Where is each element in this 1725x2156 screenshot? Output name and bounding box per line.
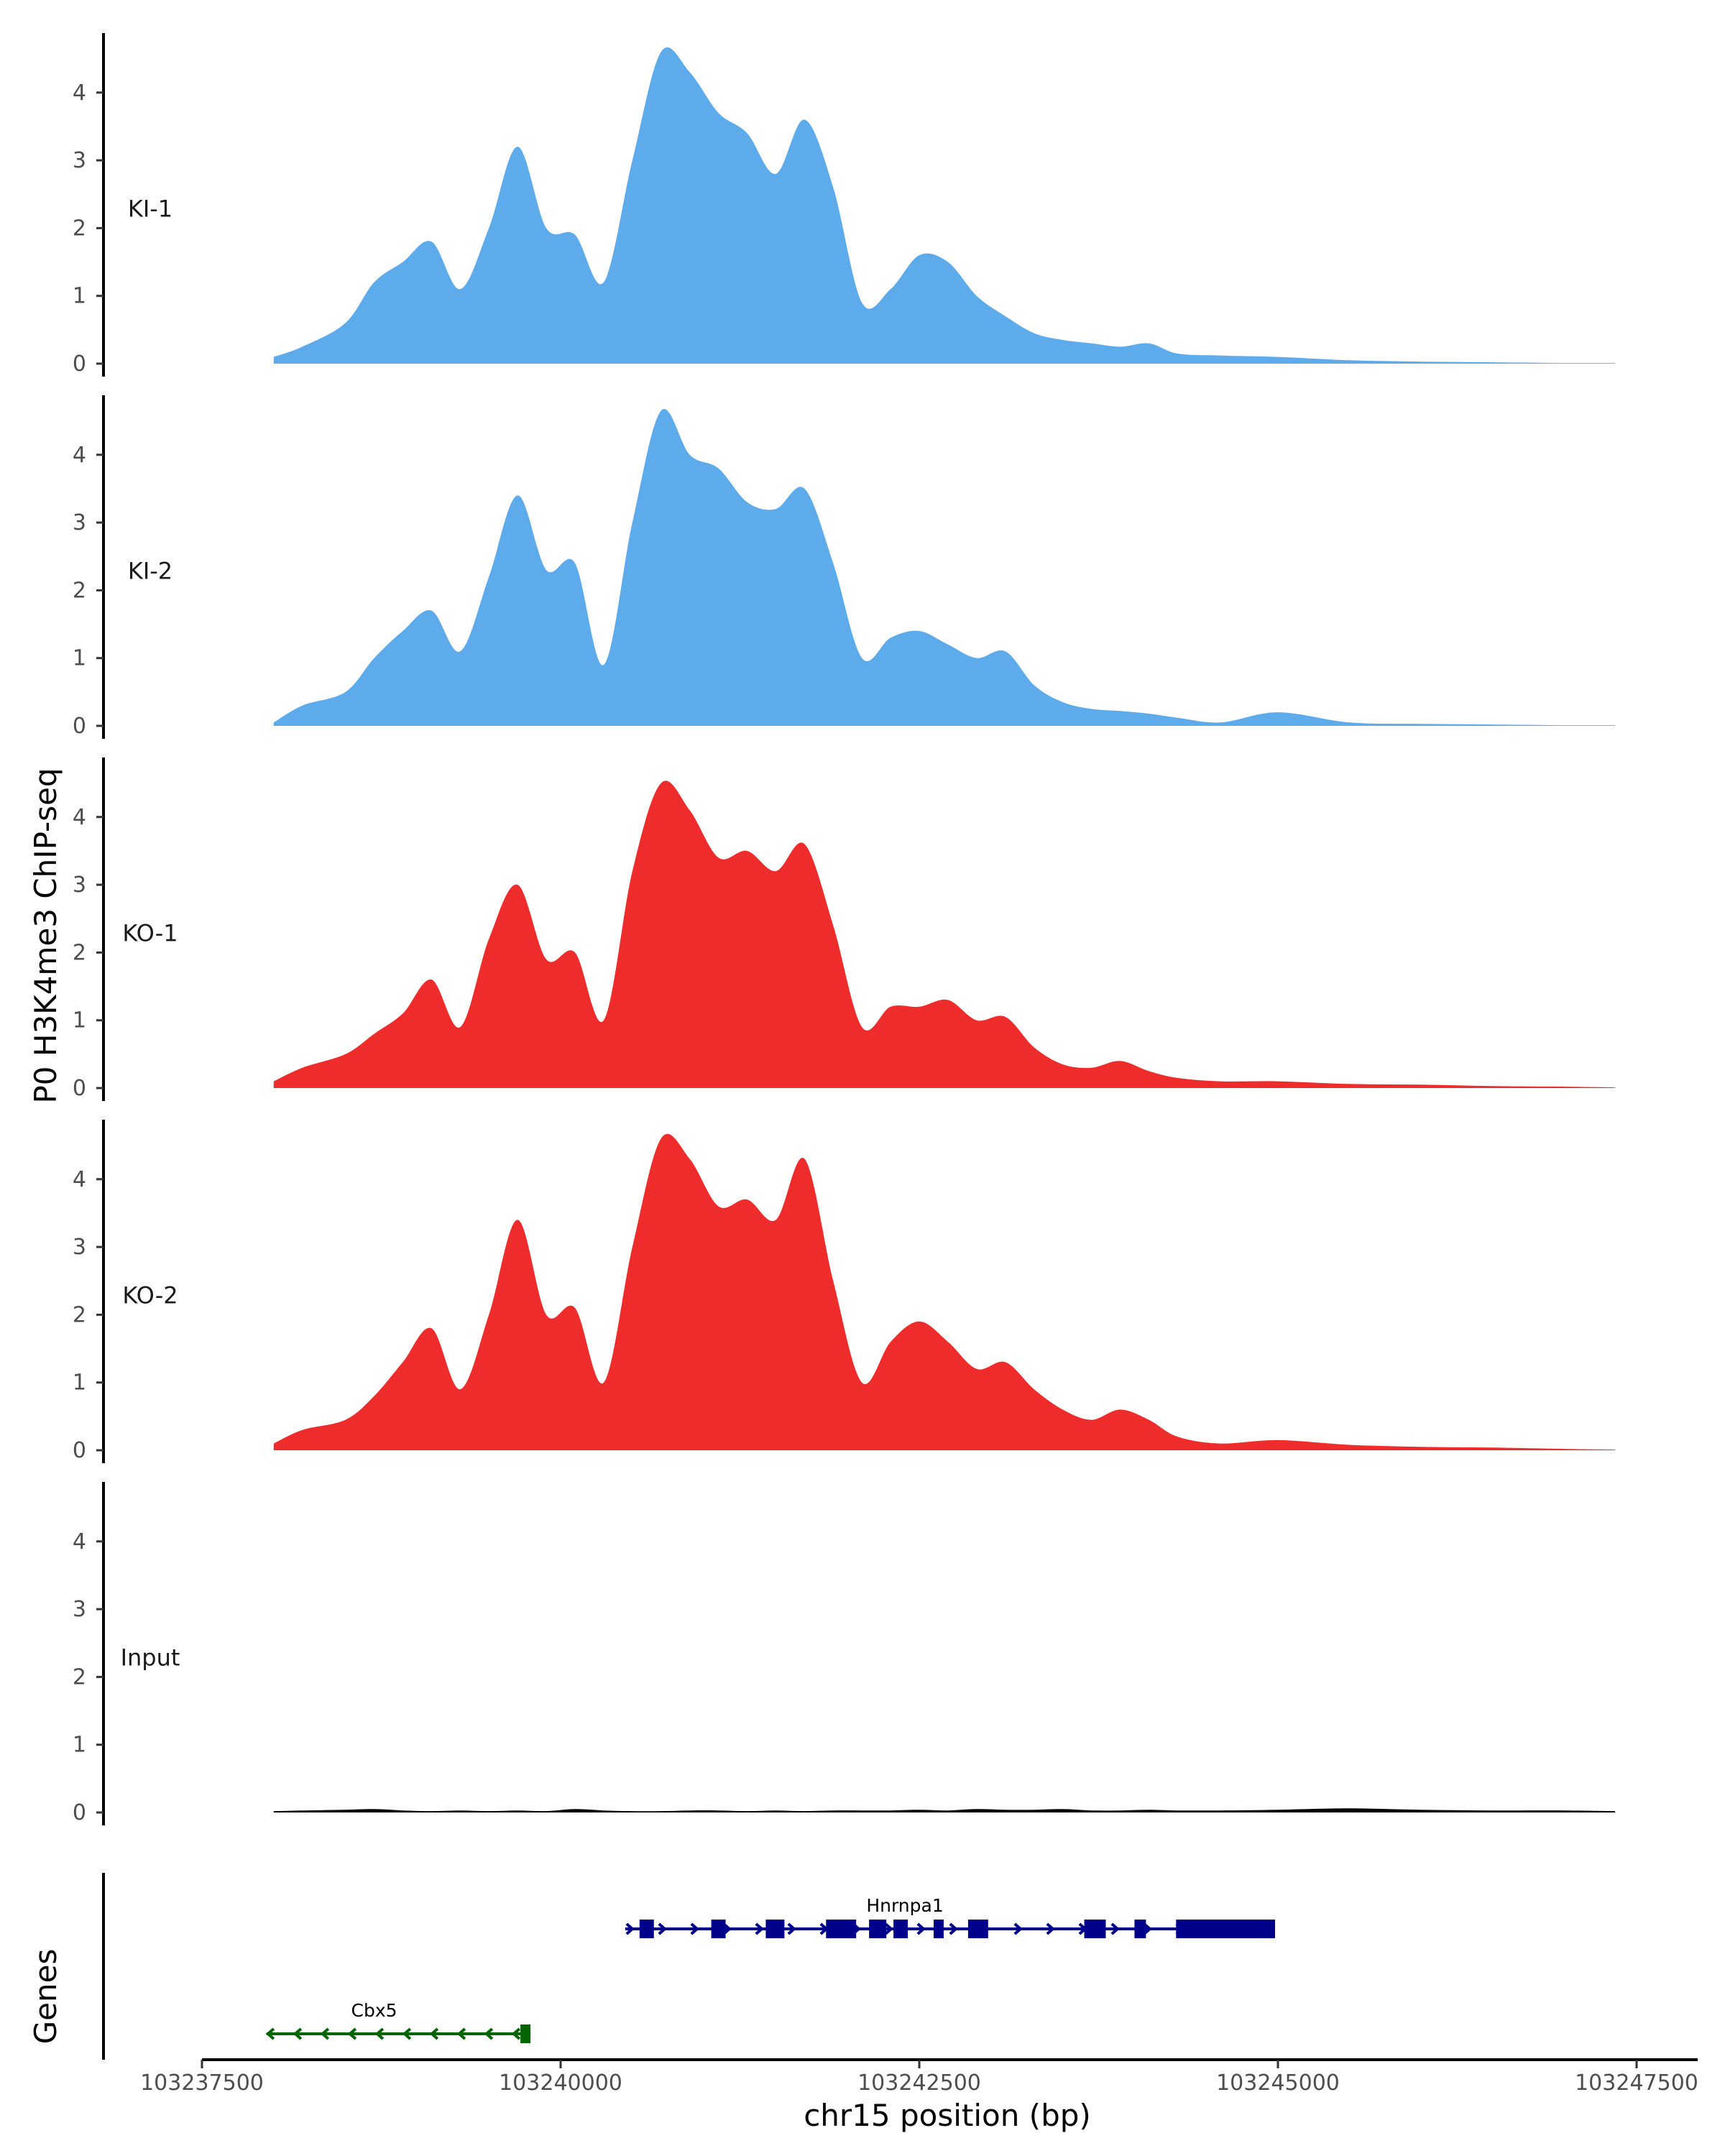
strand-chevron (916, 1922, 926, 1935)
track-ko-2: 0 1 2 3 4 KO-2 (73, 1120, 1616, 1463)
strand-chevron (1013, 1922, 1023, 1935)
y-tick-label: 0 (73, 351, 86, 377)
strand-chevron (456, 2027, 466, 2040)
y-tick-label: 0 (73, 1438, 86, 1463)
strand-chevron (265, 2027, 275, 2040)
exon (893, 1920, 908, 1938)
exon (826, 1920, 857, 1938)
strand-chevron (949, 1922, 958, 1935)
strand-chevron (755, 1922, 764, 1935)
genes-axis-title: Genes (28, 1949, 63, 2045)
track-label: KO-1 (122, 920, 178, 947)
gene-label: Cbx5 (351, 2000, 397, 2021)
y-tick-label: 4 (73, 805, 86, 830)
track-ko-1: 0 1 2 3 4 KO-1 (73, 757, 1616, 1101)
y-tick-label: 0 (73, 1076, 86, 1101)
strand-chevron (1110, 1922, 1120, 1935)
exon (967, 1920, 988, 1938)
exon (869, 1920, 887, 1938)
strand-chevron (293, 2027, 303, 2040)
y-tick-label: 3 (73, 872, 86, 898)
strand-chevron (658, 1922, 667, 1935)
y-tick-label: 0 (73, 714, 86, 739)
y-tick-label: 2 (73, 940, 86, 965)
strand-chevron (884, 1922, 893, 1935)
y-tick-label: 4 (73, 1167, 86, 1192)
exon (1084, 1920, 1106, 1938)
strand-chevron (484, 2027, 494, 2040)
exon (765, 1920, 785, 1938)
x-tick-label: 103245000 (1216, 2070, 1340, 2096)
track-label: Input (121, 1644, 180, 1672)
x-axis-title: chr15 position (bp) (804, 2098, 1091, 2133)
track-label: KI-2 (128, 558, 172, 585)
y-tick-label: 3 (73, 1235, 86, 1260)
y-tick-label: 4 (73, 1529, 86, 1554)
track-ki-1: 0 1 2 3 4 KI-1 (73, 33, 1616, 377)
exon (520, 2024, 531, 2043)
exon (711, 1920, 726, 1938)
strand-chevron (320, 2027, 330, 2040)
exon (1134, 1920, 1146, 1938)
track-label: KO-2 (122, 1282, 178, 1309)
y-tick-label: 0 (73, 1800, 86, 1825)
y-tick-label: 1 (73, 1733, 86, 1758)
x-tick-label: 103240000 (499, 2070, 622, 2096)
y-tick-label: 1 (73, 1370, 86, 1396)
gene-label: Hnrnpa1 (866, 1895, 943, 1916)
y-tick-label: 1 (73, 1008, 86, 1033)
y-tick-label: 2 (73, 1302, 86, 1327)
exon (1176, 1920, 1276, 1938)
strand-chevron (787, 1922, 796, 1935)
strand-chevron (1143, 1922, 1152, 1935)
y-tick-label: 1 (73, 646, 86, 671)
exon (639, 1920, 654, 1938)
strand-chevron (402, 2027, 412, 2040)
genes-layer: Hnrnpa1 Cbx5 (102, 1873, 1276, 2060)
track-ki-2: 0 1 2 3 4 KI-2 (73, 395, 1616, 739)
strand-chevron (511, 2027, 521, 2040)
coverage-area-ki-2 (273, 409, 1616, 726)
y-tick-label: 1 (73, 284, 86, 309)
y-tick-label: 2 (73, 578, 86, 603)
tracks-layer: 0 1 2 3 4 KI-1 0 1 2 3 4 KI-2 0 1 2 3 4 KO-1 0 1 2 3 4 KO-2 0 1 2 3… (73, 33, 1616, 1825)
x-tick-label: 103247500 (1575, 2070, 1698, 2096)
y-tick-label: 4 (73, 443, 86, 468)
y-axis-title: P0 H3K4me3 ChIP-seq (28, 768, 63, 1103)
strand-chevron (690, 1922, 699, 1935)
gene-cbx5: Cbx5 (265, 2000, 531, 2043)
x-tick-label: 103237500 (140, 2070, 264, 2096)
y-tick-label: 4 (73, 80, 86, 106)
strand-chevron (1046, 1922, 1055, 1935)
strand-chevron (625, 1922, 635, 1935)
y-tick-label: 3 (73, 1597, 86, 1622)
strand-chevron (347, 2027, 357, 2040)
x-tick-label: 103242500 (857, 2070, 981, 2096)
x-axis: 103237500 103240000 103242500 103245000 1032… (140, 2058, 1698, 2096)
y-tick-label: 2 (73, 1664, 86, 1690)
coverage-area-ko-1 (273, 780, 1616, 1088)
coverage-area-ki-1 (273, 47, 1616, 364)
coverage-area-input (273, 1808, 1616, 1812)
gene-hnrnpa1: Hnrnpa1 (625, 1895, 1276, 1938)
y-tick-label: 2 (73, 216, 86, 241)
strand-chevron (429, 2027, 439, 2040)
y-tick-label: 3 (73, 510, 86, 535)
y-tick-label: 3 (73, 148, 86, 173)
track-label: KI-1 (128, 195, 172, 223)
coverage-area-ko-2 (273, 1133, 1616, 1450)
track-input: 0 1 2 3 4 Input (73, 1482, 1616, 1825)
exon (933, 1920, 944, 1938)
strand-chevron (374, 2027, 385, 2040)
